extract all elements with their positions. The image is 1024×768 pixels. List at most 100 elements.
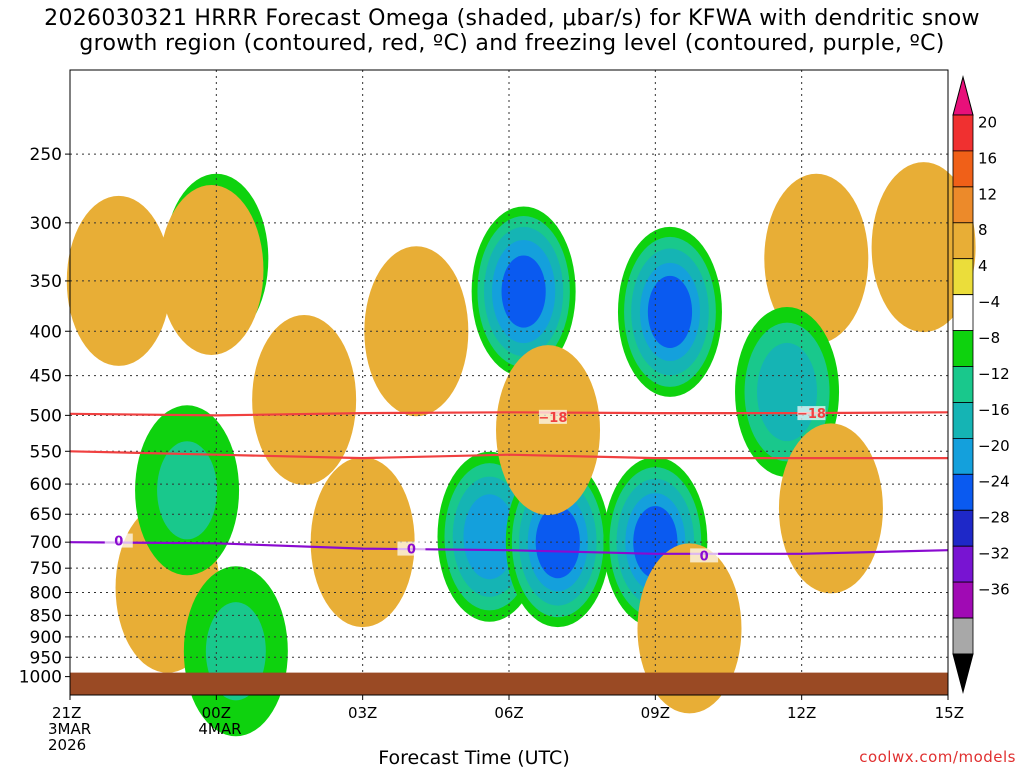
contour-label-bg	[104, 533, 133, 548]
colorbar-label: 12	[978, 185, 997, 203]
colorbar-label: −8	[978, 329, 1000, 347]
x-tick-label: 09Z	[641, 704, 670, 722]
y-tick-label: 650	[30, 505, 62, 525]
omega-contour-fill	[757, 342, 818, 442]
colorbar-label: −12	[978, 365, 1010, 383]
omega-contour-fill	[252, 314, 357, 485]
omega-contour-fill	[159, 184, 264, 355]
colorbar-label: −36	[978, 581, 1010, 599]
omega-contour-fill	[157, 441, 218, 540]
contour-label: −18	[797, 407, 826, 422]
isotherm-line	[69, 541, 949, 555]
y-tick-label: 900	[30, 628, 62, 648]
colorbar-label: 8	[978, 221, 988, 239]
colorbar: 20 16 12 8 4 −4 −8 −12 −16 −20 −24 −28 −32 −36	[952, 75, 1010, 694]
contour-label-bg	[797, 406, 826, 421]
colorbar-swatch	[952, 150, 974, 188]
y-tick-label: 450	[30, 367, 62, 387]
colorbar-label: −20	[978, 437, 1010, 455]
contour-label-bg	[690, 548, 719, 563]
colorbar-label: −24	[978, 473, 1010, 491]
omega-feature	[496, 345, 601, 516]
y-tick-label: 700	[30, 533, 62, 553]
colorbar-swatch	[952, 330, 974, 367]
colorbar-top-triangle	[952, 75, 974, 116]
x-axis-title: Forecast Time (UTC)	[378, 747, 569, 768]
y-tick-label: 600	[30, 475, 62, 495]
omega-feature	[617, 226, 722, 397]
colorbar-swatch	[952, 186, 974, 224]
colorbar-swatch	[952, 509, 974, 547]
colorbar-bottom-triangle	[952, 653, 974, 694]
colorbar-label: −28	[978, 509, 1010, 527]
contour-label-bg	[397, 541, 426, 556]
contour-label: 0	[700, 549, 709, 564]
x-tick-label: 15Z	[935, 704, 964, 722]
y-tick-label: 1000	[19, 668, 62, 688]
chart-title-line2: growth region (contoured, red, ºC) and f…	[79, 31, 945, 56]
x-tick-label: 12Z	[787, 704, 816, 722]
colorbar-label: −32	[978, 545, 1010, 563]
axes: 2503003504004505005506006507007508008509…	[19, 69, 964, 768]
colorbar-label: 16	[978, 149, 997, 167]
x-tick-label: 06Z	[494, 704, 523, 722]
omega-feature	[764, 173, 869, 344]
colorbar-swatch	[952, 581, 974, 619]
isotherm-line	[69, 450, 948, 460]
y-tick-label: 500	[30, 406, 62, 426]
x-tick-label: 2026	[48, 736, 86, 754]
omega-feature	[637, 543, 742, 714]
y-tick-label: 350	[30, 272, 62, 292]
colorbar-swatch	[952, 294, 974, 332]
omega-feature	[364, 246, 469, 417]
y-tick-label: 850	[30, 606, 62, 626]
omega-field	[66, 162, 976, 737]
omega-contour-fill	[647, 275, 693, 349]
y-tick-label: 800	[30, 584, 62, 604]
isotherm-lines: −18 −18 0 0 0	[69, 406, 949, 564]
x-tick-label: 03Z	[348, 704, 377, 722]
x-tick-label: 4MAR	[198, 720, 241, 738]
omega-feature	[183, 566, 288, 737]
colorbar-swatch	[952, 402, 974, 439]
omega-feature	[135, 405, 240, 576]
omega-feature	[252, 314, 357, 485]
x-tick-label: 21Z	[52, 704, 81, 722]
omega-contour-fill	[501, 255, 546, 328]
omega-contour-fill	[778, 423, 883, 594]
colorbar-label: −4	[978, 293, 1000, 311]
x-tick-label: 3MAR	[48, 720, 91, 738]
omega-feature	[471, 206, 576, 377]
colorbar-swatch	[952, 366, 974, 403]
contour-label: 0	[114, 535, 123, 550]
omega-feature	[778, 423, 883, 594]
y-tick-label: 250	[30, 145, 62, 165]
y-tick-label: 300	[30, 214, 62, 234]
omega-feature	[310, 457, 415, 628]
colorbar-label: 20	[978, 113, 997, 131]
colorbar-swatch	[952, 617, 974, 655]
omega-contour-fill	[871, 162, 976, 333]
colorbar-label: −16	[978, 401, 1010, 419]
contour-label: −18	[538, 411, 567, 426]
y-tick-label: 400	[30, 322, 62, 342]
colorbar-swatch	[952, 222, 974, 260]
omega-contour-fill	[637, 543, 742, 714]
omega-contour-fill	[310, 457, 415, 628]
colorbar-swatch	[952, 545, 974, 583]
credit-text: coolwx.com/models	[859, 748, 1016, 766]
omega-contour-fill	[364, 246, 469, 417]
omega-contour-fill	[496, 345, 601, 516]
contour-label-bg	[538, 409, 567, 424]
x-tick-label: 00Z	[202, 704, 231, 722]
chart-title: 2026030321 HRRR Forecast Omega (shaded, …	[0, 6, 1024, 56]
contour-label: 0	[407, 543, 416, 558]
colorbar-swatch	[952, 473, 974, 511]
y-tick-label: 950	[30, 648, 62, 668]
omega-feature	[871, 162, 976, 333]
y-tick-label: 550	[30, 442, 62, 462]
chart-title-line1: 2026030321 HRRR Forecast Omega (shaded, …	[44, 6, 980, 31]
omega-contour-fill	[764, 173, 869, 344]
colorbar-swatch	[952, 258, 974, 296]
